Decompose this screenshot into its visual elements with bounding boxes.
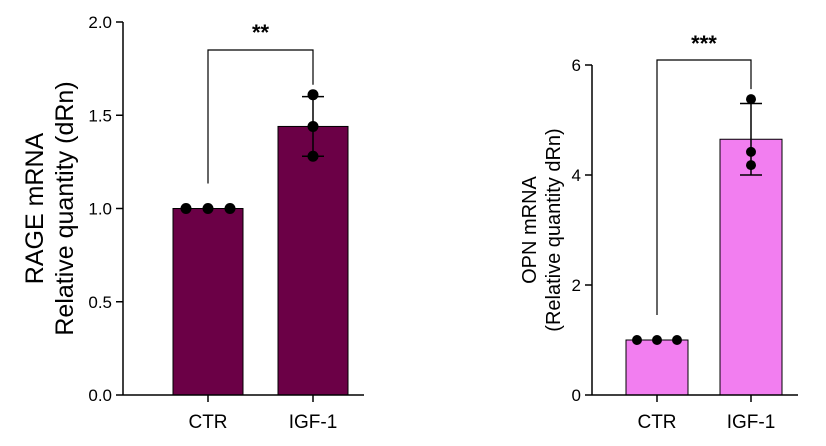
y-tick-label: 1.5 <box>88 106 112 125</box>
y-tick-label: 4 <box>572 166 581 185</box>
x-tick-label: IGF-1 <box>289 412 338 433</box>
y-axis-label-line: RAGE mRNA <box>21 132 49 284</box>
y-tick-label: 0.0 <box>88 386 112 405</box>
data-point <box>180 203 192 214</box>
y-tick-label: 2.0 <box>88 13 112 32</box>
data-point <box>746 146 756 157</box>
bar-igf-1 <box>277 125 349 396</box>
significance-label: ** <box>252 20 270 45</box>
data-point <box>632 335 642 345</box>
data-point <box>307 150 319 162</box>
y-axis-label-line: Relative quantity (dRn) <box>51 81 79 335</box>
data-point <box>307 89 319 101</box>
x-tick-label: CTR <box>188 412 227 433</box>
y-tick-label: 1.0 <box>88 200 112 219</box>
data-point <box>307 120 319 132</box>
bar-ctr <box>625 339 689 396</box>
y-axis-label-line: (Relative quantity dRn) <box>543 128 565 331</box>
y-axis-label: RAGE mRNARelative quantity (dRn) <box>21 81 79 335</box>
x-tick-label: IGF-1 <box>727 412 776 433</box>
x-tick-label: CTR <box>637 412 676 433</box>
y-tick-label: 0 <box>572 386 581 405</box>
y-tick-label: 6 <box>572 56 581 75</box>
data-point <box>672 335 682 345</box>
opn-mrna-chart: 0 2 4 6 CTR IGF-1 *** OPN mRNA (Relative quantit… <box>519 31 798 433</box>
significance-bracket <box>656 59 752 315</box>
significance-bracket <box>207 49 314 184</box>
y-axis-label-line: OPN mRNA <box>519 175 541 283</box>
data-point <box>746 160 756 171</box>
data-point <box>746 94 756 105</box>
bar-igf-1 <box>719 138 783 396</box>
y-axis-label: OPN mRNA (Relative quantity dRn) <box>519 128 565 331</box>
data-point <box>652 335 662 345</box>
y-tick-label: 0.5 <box>88 293 112 312</box>
significance-label: *** <box>691 31 717 56</box>
rage-mrna-chart: 0.0 0.5 1.0 1.5 2.0 CTR IGF-1 ** RAGE mRNARelati… <box>21 13 364 433</box>
data-point <box>224 203 236 214</box>
data-point <box>202 203 214 214</box>
y-tick-label: 2 <box>572 276 581 295</box>
bar-ctr <box>172 208 244 396</box>
